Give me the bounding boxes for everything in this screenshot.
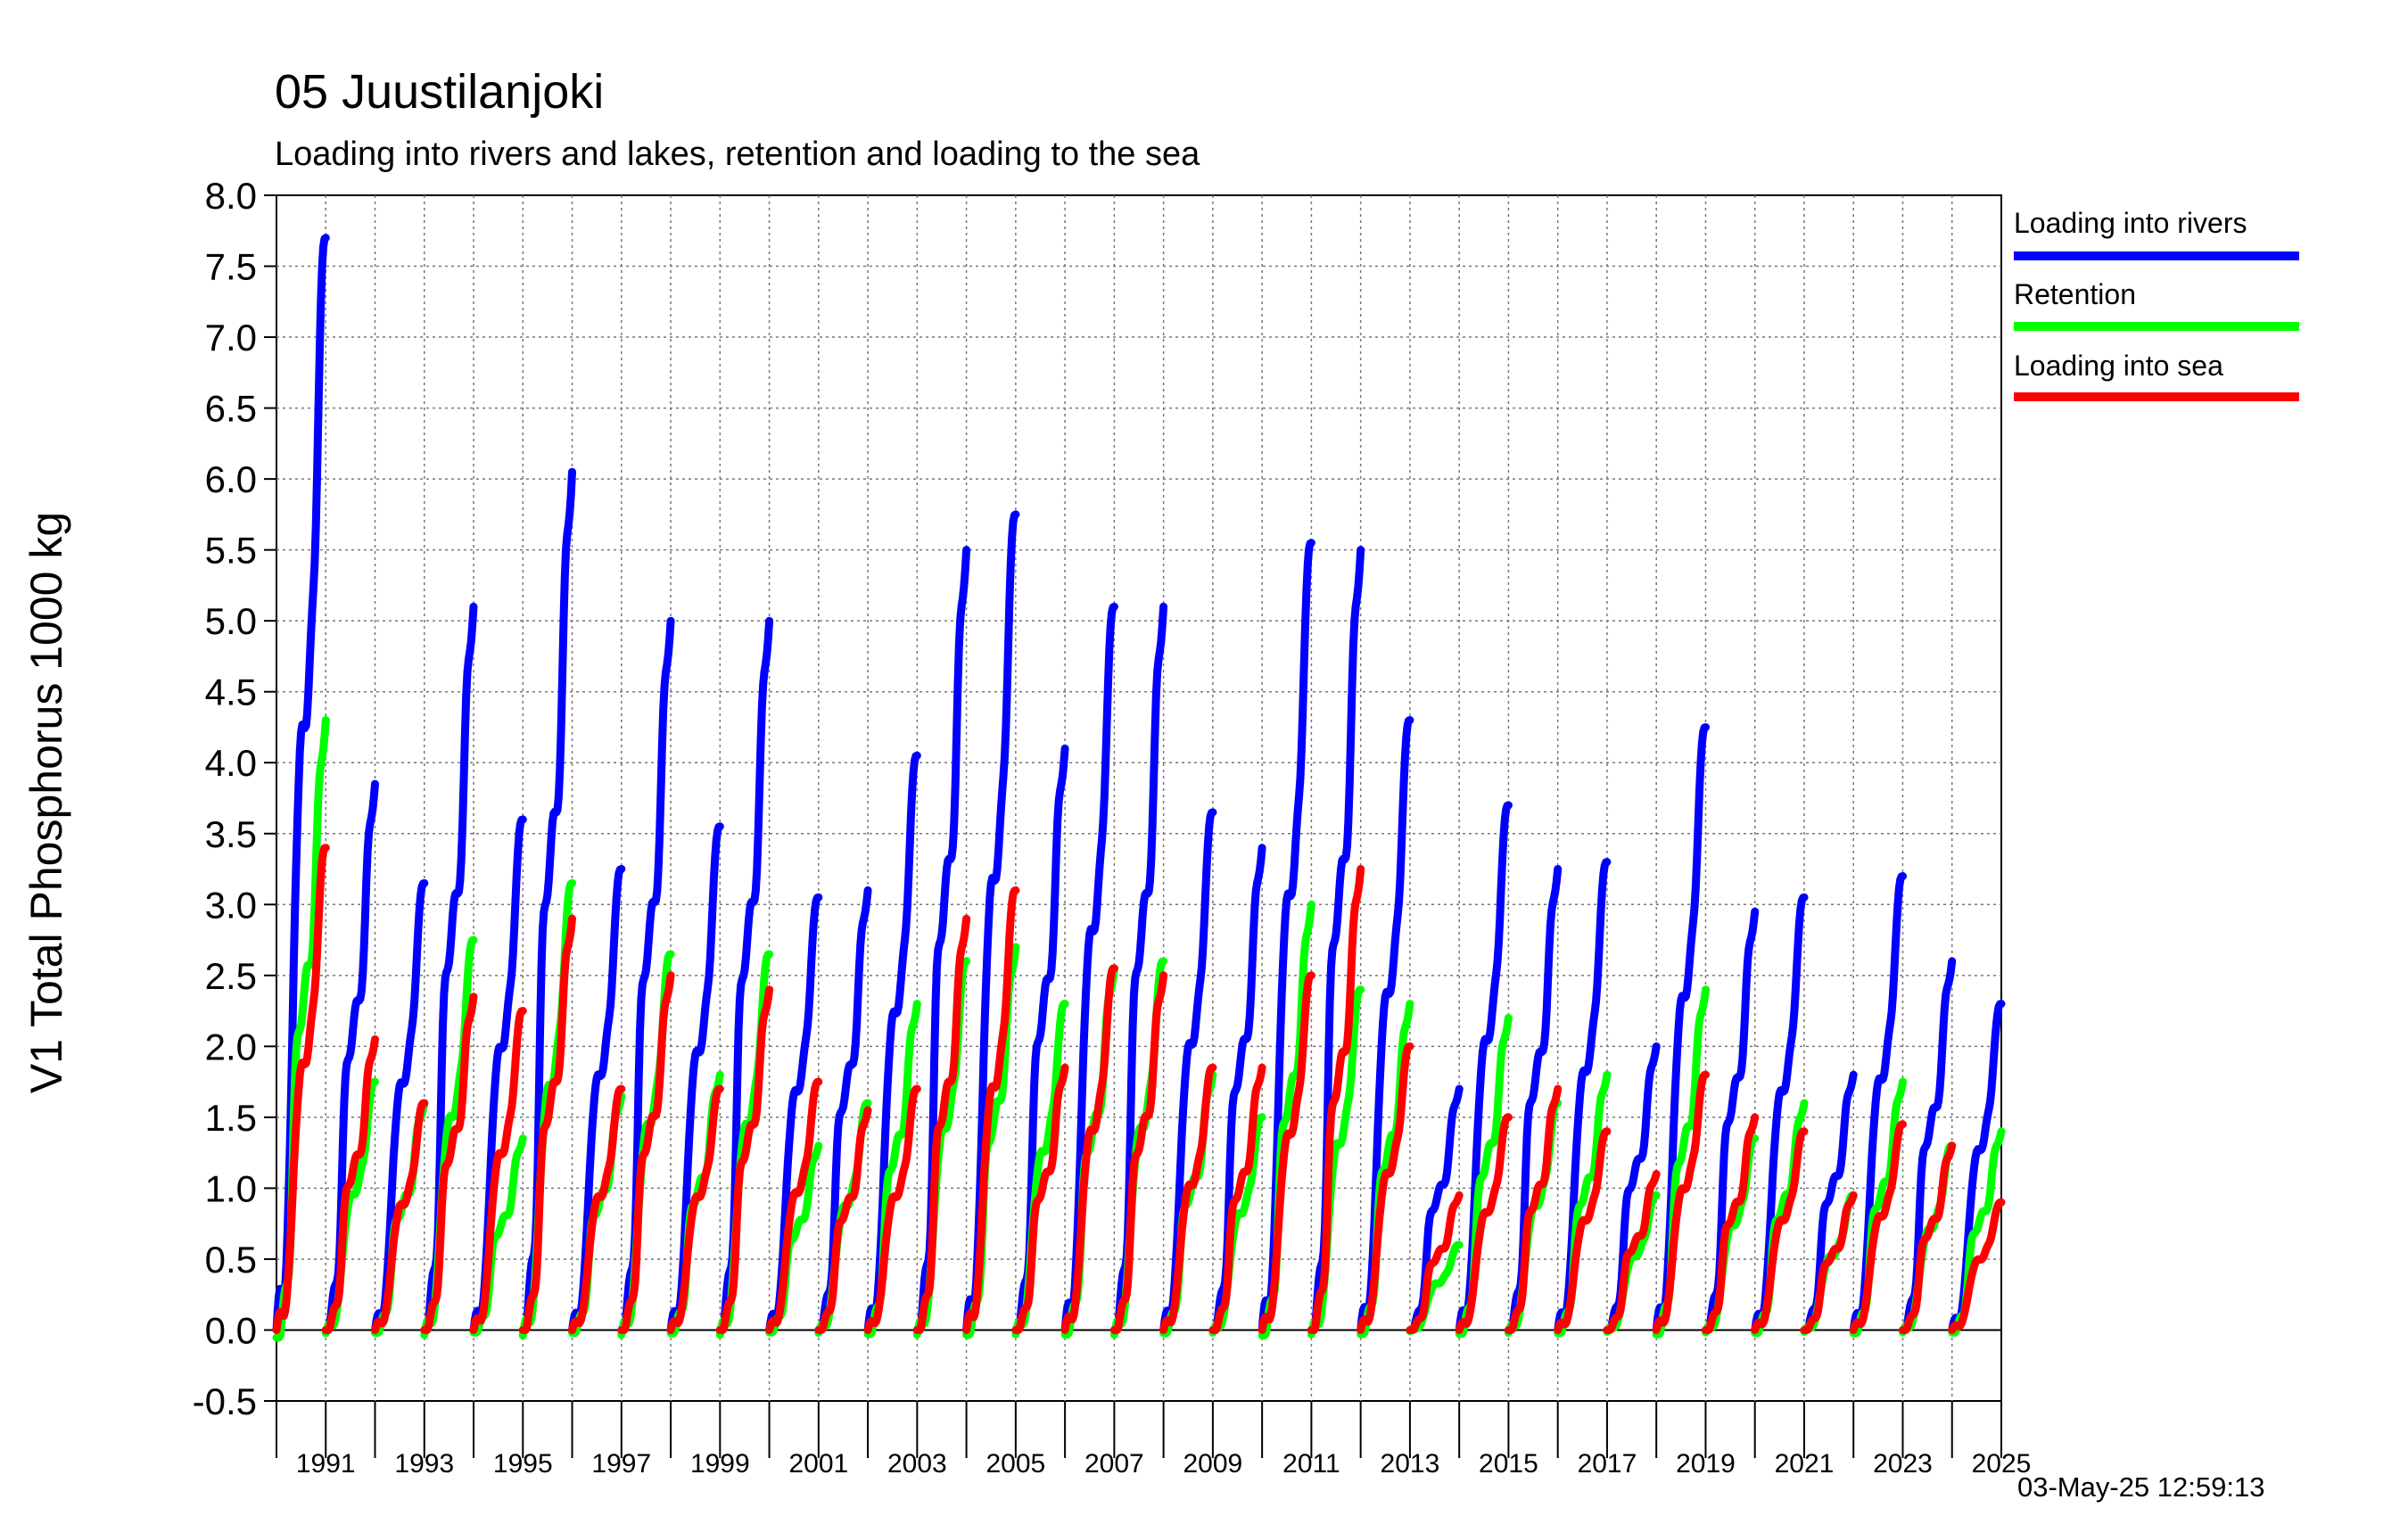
x-tick-label: 2025 xyxy=(1972,1449,2032,1479)
legend-label-retention: Retention xyxy=(2014,278,2136,310)
x-tick-label: 2007 xyxy=(1084,1449,1144,1479)
y-tick-label: 7.5 xyxy=(205,246,257,288)
y-tick-label: 1.0 xyxy=(205,1167,257,1209)
y-tick-label: 3.0 xyxy=(205,884,257,926)
y-tick-label: 4.0 xyxy=(205,742,257,784)
legend-swatch-retention xyxy=(2014,322,2299,331)
x-tick-label: 2001 xyxy=(788,1449,848,1479)
y-tick-label: 8.0 xyxy=(205,175,257,217)
timestamp: 03-May-25 12:59:13 xyxy=(2017,1471,2265,1503)
y-tick-label: 2.0 xyxy=(205,1026,257,1067)
x-tick-label: 2023 xyxy=(1873,1449,1933,1479)
y-tick-label: 5.0 xyxy=(205,600,257,642)
x-tick-label: 2013 xyxy=(1381,1449,1440,1479)
x-tick-label: 2011 xyxy=(1282,1449,1340,1479)
x-tick-label: 2015 xyxy=(1479,1449,1538,1479)
x-tick-label: 1991 xyxy=(296,1449,356,1479)
y-tick-label: -0.5 xyxy=(193,1380,257,1422)
x-tick-label: 1993 xyxy=(394,1449,454,1479)
series-line-rivers xyxy=(272,234,2006,1334)
x-tick-label: 2009 xyxy=(1183,1449,1243,1479)
legend-label-sea: Loading into sea xyxy=(2014,350,2223,382)
y-tick-label: 3.5 xyxy=(205,813,257,855)
y-tick-label: 2.5 xyxy=(205,955,257,997)
y-tick-label: 0.0 xyxy=(205,1309,257,1351)
series-line-sea xyxy=(272,844,2006,1334)
x-tick-label: 2021 xyxy=(1775,1449,1835,1479)
y-tick-label: 1.5 xyxy=(205,1097,257,1139)
x-tick-label: 2005 xyxy=(985,1449,1045,1479)
y-tick-label: 5.5 xyxy=(205,530,257,572)
y-tick-label: 6.0 xyxy=(205,458,257,500)
chart-title: 05 Juustilanjoki xyxy=(275,65,605,119)
x-tick-label: 1999 xyxy=(690,1449,750,1479)
legend-label-rivers: Loading into rivers xyxy=(2014,207,2247,239)
y-tick-label: 6.5 xyxy=(205,388,257,430)
y-tick-label: 4.5 xyxy=(205,671,257,713)
y-tick-label: 7.0 xyxy=(205,317,257,358)
x-tick-label: 1995 xyxy=(493,1449,553,1479)
x-tick-label: 2017 xyxy=(1578,1449,1637,1479)
x-tick-label: 2003 xyxy=(887,1449,947,1479)
y-tick-label: 0.5 xyxy=(205,1239,257,1281)
legend-swatch-sea xyxy=(2014,392,2299,401)
legend-swatch-rivers xyxy=(2014,251,2299,260)
chart-subtitle: Loading into rivers and lakes, retention… xyxy=(275,136,1200,173)
x-tick-label: 2019 xyxy=(1676,1449,1736,1479)
x-tick-label: 1997 xyxy=(591,1449,651,1479)
plot-frame xyxy=(276,194,2002,1402)
